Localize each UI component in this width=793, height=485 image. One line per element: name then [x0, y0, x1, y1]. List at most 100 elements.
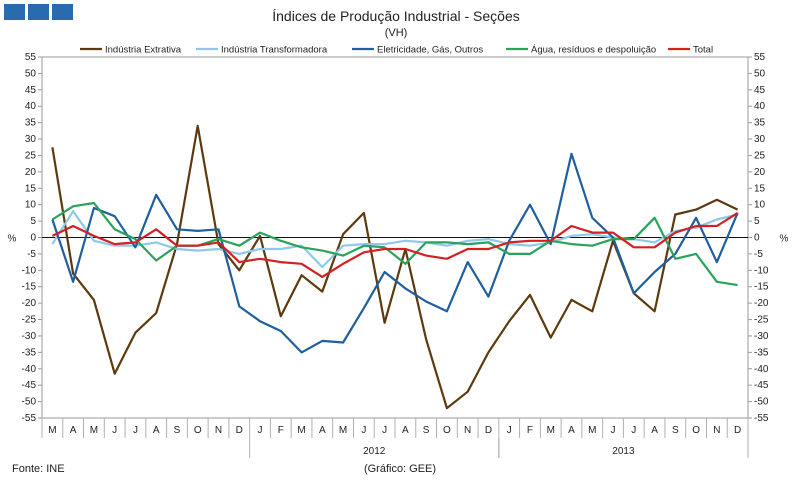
x-tick-label: J	[361, 425, 366, 436]
x-tick-label: N	[713, 425, 720, 436]
series-line-4	[51, 201, 738, 287]
x-tick-label: J	[507, 425, 512, 436]
legend-label: Eletricidade, Gás, Outros	[377, 45, 483, 56]
y-tick-label-left: 25	[25, 150, 37, 161]
y-tick-label-right: -40	[754, 364, 769, 375]
x-tick-label: A	[568, 425, 575, 436]
y-tick-label-left: 15	[25, 183, 37, 194]
source-text: Fonte: INE	[12, 463, 65, 475]
y-tick-label-left: 35	[25, 118, 37, 129]
y-tick-label-left: 0	[30, 233, 36, 244]
x-tick-label: D	[236, 425, 243, 436]
y-tick-label-right: -15	[754, 282, 769, 293]
y-tick-label-right: -25	[754, 315, 769, 326]
y-tick-label-right: 40	[754, 101, 766, 112]
chart-subtitle: (VH)	[385, 27, 408, 39]
y-tick-label-right: -10	[754, 265, 769, 276]
y-tick-label-left: -20	[22, 298, 37, 309]
x-tick-label: F	[278, 425, 284, 436]
y-tick-label-right: 15	[754, 183, 766, 194]
legend: Indústria Extrativa Indústria Transformad…	[80, 45, 713, 56]
x-tick-label: J	[258, 425, 263, 436]
legend-label: Água, resíduos e despoluição	[531, 45, 656, 56]
y-tick-label-right: 10	[754, 200, 766, 211]
y-tick-label-left: -35	[22, 347, 37, 358]
y-tick-label-right: 5	[754, 216, 760, 227]
x-tick-label: J	[133, 425, 138, 436]
logo-block-2	[28, 4, 49, 20]
y-tick-label-left: 50	[25, 68, 37, 79]
x-tick-label: J	[631, 425, 636, 436]
x-tick-label: M	[90, 425, 98, 436]
y-axis-label-right: %	[780, 234, 789, 245]
y-tick-label-right: 30	[754, 134, 766, 145]
series-layer	[51, 124, 739, 410]
x-tick-label: D	[734, 425, 741, 436]
y-tick-label-left: 10	[25, 200, 37, 211]
y-tick-label-left: 55	[25, 52, 37, 63]
series-line-3	[51, 152, 739, 354]
x-tick-label: O	[443, 425, 451, 436]
y-tick-label-right: -30	[754, 331, 769, 342]
series-line-1	[51, 124, 739, 410]
x-tick-label: A	[153, 425, 160, 436]
y-tick-label-left: -40	[22, 364, 37, 375]
y-tick-label-left: -45	[22, 380, 37, 391]
x-tick-label: F	[527, 425, 533, 436]
legend-label: Total	[693, 45, 713, 56]
y-tick-label-left: -55	[22, 413, 37, 424]
legend-label: Indústria Transformadora	[221, 45, 328, 56]
x-tick-label: S	[672, 425, 679, 436]
y-tick-label-left: -5	[27, 249, 36, 260]
logo-block-1	[4, 4, 25, 20]
y-tick-label-left: -15	[22, 282, 37, 293]
credit-text: (Gráfico: GEE)	[364, 463, 436, 475]
x-tick-label: M	[339, 425, 347, 436]
logo-block-3	[52, 4, 73, 20]
y-tick-label-right: 50	[754, 68, 766, 79]
y-tick-label-right: -55	[754, 413, 769, 424]
y-tick-label-right: 35	[754, 118, 766, 129]
logo	[4, 4, 73, 20]
x-tick-label: J	[382, 425, 387, 436]
x-tick-label: J	[112, 425, 117, 436]
x-tick-label: A	[651, 425, 658, 436]
y-tick-label-right: -50	[754, 397, 769, 408]
x-tick-label: M	[547, 425, 555, 436]
year-label: 2012	[363, 446, 386, 457]
y-tick-label-right: 55	[754, 52, 766, 63]
y-tick-label-left: 40	[25, 101, 37, 112]
y-tick-label-left: -10	[22, 265, 37, 276]
y-tick-label-right: 0	[754, 233, 760, 244]
y-tick-label-right: 25	[754, 150, 766, 161]
x-tick-label: A	[319, 425, 326, 436]
y-tick-label-right: -5	[754, 249, 763, 260]
x-tick-label: S	[174, 425, 181, 436]
y-tick-label-left: 30	[25, 134, 37, 145]
year-label: 2013	[612, 446, 635, 457]
y-tick-label-right: 20	[754, 167, 766, 178]
y-tick-label-right: -20	[754, 298, 769, 309]
y-tick-label-left: 20	[25, 167, 37, 178]
x-tick-label: N	[464, 425, 471, 436]
x-tick-label: M	[297, 425, 305, 436]
y-tick-label-right: -45	[754, 380, 769, 391]
x-tick-label: S	[423, 425, 430, 436]
y-axis-label-left: %	[8, 234, 17, 245]
y-tick-label-left: 5	[30, 216, 36, 227]
x-tick-label: M	[588, 425, 596, 436]
x-tick-label: O	[194, 425, 202, 436]
x-tick-label: N	[215, 425, 222, 436]
y-tick-label-left: 45	[25, 85, 37, 96]
legend-label: Indústria Extrativa	[105, 45, 182, 56]
x-tick-label: M	[48, 425, 56, 436]
y-tick-label-left: -25	[22, 315, 37, 326]
series-line-5	[51, 211, 739, 278]
x-tick-label: O	[692, 425, 700, 436]
chart-title: Índices de Produção Industrial - Seções	[272, 8, 519, 24]
x-tick-label: J	[611, 425, 616, 436]
x-tick-label: D	[485, 425, 492, 436]
y-tick-label-left: -30	[22, 331, 37, 342]
